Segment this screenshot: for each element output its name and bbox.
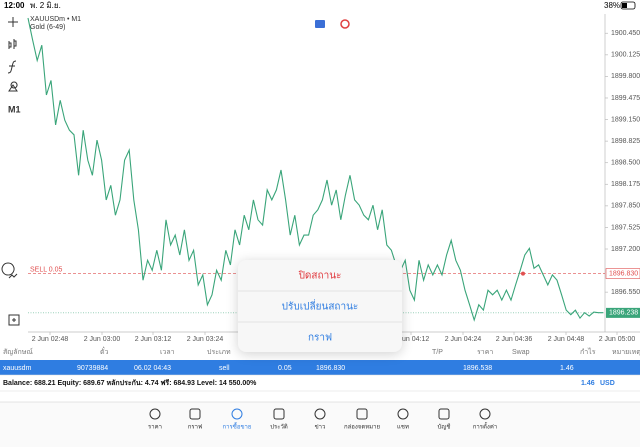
- x-tick-label: 2 Jun 04:24: [445, 336, 482, 343]
- x-tick-label: 2 Jun 03:24: [187, 336, 224, 343]
- table-header: T/P: [432, 349, 443, 356]
- status-date: พ. 2 มิ.ย.: [30, 1, 61, 10]
- current-price-tag-label: 1896.238: [609, 310, 638, 317]
- tab-icon[interactable]: [314, 408, 326, 420]
- y-tick-label: 1897.525: [611, 224, 640, 231]
- left-toolbar: [1, 17, 20, 326]
- chart-symbol: XAUUSDm • M1: [30, 16, 81, 23]
- tab-icon[interactable]: [273, 408, 285, 420]
- table-cell: 0.05: [278, 365, 292, 372]
- menu-panel: [238, 260, 402, 352]
- tab-icon[interactable]: [397, 408, 409, 420]
- chart-type-tool[interactable]: [8, 39, 17, 49]
- tab-label[interactable]: ประวัติ: [270, 424, 288, 431]
- trade-marker: [521, 271, 525, 276]
- x-tick-label: 2 Jun 04:48: [548, 336, 585, 343]
- balance-line: Balance: 688.21 Equity: 689.67 หลักประกั…: [3, 379, 257, 387]
- tab-label[interactable]: การตั้งค่า: [473, 421, 497, 431]
- x-tick-label: 2 Jun 02:48: [32, 336, 69, 343]
- one-click-icon[interactable]: [315, 20, 325, 28]
- selected-row[interactable]: [0, 360, 640, 375]
- chart-description: Gold (6-49): [30, 24, 65, 31]
- sell-price-tag: [605, 268, 640, 279]
- action-menu: ปิดสถานะ ปรับเปลี่ยนสถานะ กราฟ: [238, 260, 402, 354]
- table-header: หมายเหตุ: [612, 349, 640, 356]
- table-cell: 1896.830: [316, 365, 345, 372]
- y-tick-label: 1899.800: [611, 73, 640, 80]
- y-tick-label: 1897.200: [611, 246, 640, 253]
- table-header: Swap: [512, 349, 530, 356]
- menu-modify-position[interactable]: ปรับเปลี่ยนสถานะ: [282, 299, 359, 313]
- y-tick-label: 1900.450: [611, 30, 640, 37]
- balance-currency: USD: [600, 380, 615, 387]
- x-tick-label: 2 Jun 04:36: [496, 336, 533, 343]
- x-tick-label: 2 Jun 05:00: [599, 336, 636, 343]
- current-price-tag: [606, 307, 640, 318]
- price-line: [27, 17, 603, 322]
- table-header: ราคา: [477, 349, 493, 356]
- tab-icon[interactable]: [479, 408, 491, 420]
- objects-tool[interactable]: [8, 81, 18, 92]
- table-header: เวลา: [160, 349, 175, 356]
- tab-icon[interactable]: [356, 408, 368, 420]
- signal-icon[interactable]: [340, 19, 350, 29]
- y-tick-label: 1899.475: [611, 95, 640, 102]
- table-cell: sell: [219, 365, 230, 372]
- battery-icon: [620, 1, 636, 10]
- x-tick-label: 2 Jun 04:12: [393, 336, 430, 343]
- y-tick-label: 1899.150: [611, 116, 640, 123]
- tab-icon[interactable]: [149, 408, 161, 420]
- y-tick-label: 1898.500: [611, 160, 640, 167]
- y-tick-label: 1898.825: [611, 138, 640, 145]
- status-time: 12:00: [4, 1, 25, 10]
- status-battery: 38%: [604, 1, 620, 10]
- table-header: กำไร: [580, 347, 596, 356]
- tab-label[interactable]: กราฟ: [188, 424, 202, 431]
- table-cell: 1896.538: [463, 365, 492, 372]
- table-cell: 90739884: [77, 365, 108, 372]
- sell-level-label: SELL 0.05: [30, 266, 63, 273]
- tab-icon[interactable]: [189, 408, 201, 420]
- x-tick-label: 2 Jun 03:00: [84, 336, 121, 343]
- tab-label[interactable]: บัญชี: [438, 423, 451, 431]
- timeframe-button[interactable]: M1: [8, 104, 21, 114]
- tab-icon[interactable]: [438, 408, 450, 420]
- table-cell: xauusdm: [3, 365, 32, 372]
- tab-label[interactable]: กล่องจดหมาย: [344, 424, 380, 431]
- x-tick-label: 2 Jun 03:12: [135, 336, 172, 343]
- indicator-tool[interactable]: [7, 60, 17, 74]
- menu-close-position[interactable]: ปิดสถานะ: [298, 271, 341, 282]
- y-tick-label: 1900.125: [611, 52, 640, 59]
- sell-price-tag-label: 1896.830: [609, 270, 638, 277]
- table-header: ตั๋ว: [100, 347, 109, 356]
- balance-profit: 1.46: [581, 380, 595, 387]
- table-header: สัญลักษณ์: [3, 348, 33, 356]
- y-tick-label: 1897.850: [611, 203, 640, 210]
- table-header: ประเภท: [207, 349, 231, 356]
- tab-label[interactable]: การซื้อขาย: [223, 421, 252, 431]
- tab-icon[interactable]: [231, 408, 243, 420]
- crosshair-tool[interactable]: [8, 17, 18, 27]
- tab-label[interactable]: แชท: [397, 424, 409, 431]
- tab-label[interactable]: ราคา: [148, 424, 162, 431]
- table-cell: 1.46: [560, 365, 574, 372]
- y-tick-label: 1898.175: [611, 181, 640, 188]
- new-order-tool[interactable]: [8, 314, 20, 326]
- y-tick-label: 1896.550: [611, 289, 640, 296]
- battery-level: [622, 3, 627, 8]
- table-cell: 06.02 04:43: [134, 365, 171, 372]
- tab-label[interactable]: ข่าว: [315, 424, 326, 431]
- analytics-tool[interactable]: [1, 262, 18, 279]
- menu-chart[interactable]: กราฟ: [308, 333, 332, 344]
